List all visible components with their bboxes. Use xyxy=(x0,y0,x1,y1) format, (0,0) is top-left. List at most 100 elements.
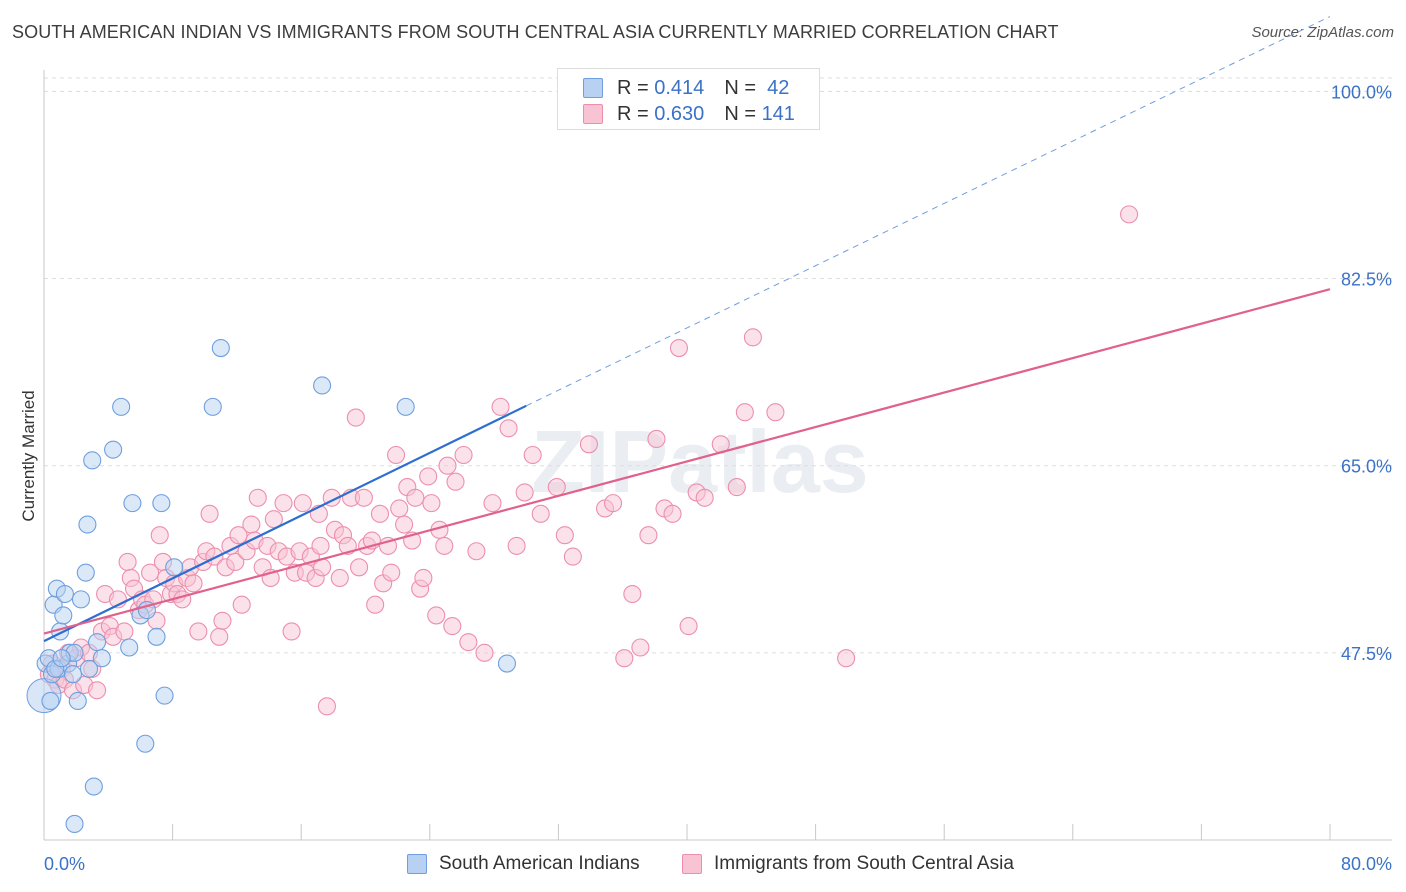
pink-point xyxy=(370,504,390,523)
pink-point xyxy=(531,504,550,523)
blue-point xyxy=(313,376,332,395)
x-tick-label: 80.0% xyxy=(1341,854,1392,874)
blue-point xyxy=(211,339,230,358)
blue-series-points xyxy=(26,339,517,834)
n-value: 42 xyxy=(767,76,790,99)
pink-point xyxy=(837,649,856,668)
pink-point xyxy=(547,478,566,497)
pink-point xyxy=(459,633,478,652)
pink-point xyxy=(419,467,438,486)
pink-point xyxy=(515,483,534,502)
pink-point xyxy=(735,403,754,422)
tick-labels: 47.5% 65.0% 82.5% 100.0% 0.0% 80.0% xyxy=(44,82,1392,874)
n-label: N = xyxy=(724,76,756,99)
pink-point xyxy=(475,643,494,662)
blue-point xyxy=(87,633,107,652)
pink-point xyxy=(766,403,785,422)
pink-point xyxy=(346,408,365,427)
trend-lines xyxy=(43,16,1331,643)
blue-point xyxy=(92,649,111,668)
pink-point xyxy=(150,526,169,545)
pink-point xyxy=(443,617,462,636)
pink-point xyxy=(467,542,486,561)
pink-point xyxy=(555,526,574,545)
pink-point xyxy=(115,622,134,641)
x-tick-label: 0.0% xyxy=(44,854,85,874)
source-label: Source: ZipAtlas.com xyxy=(1251,24,1394,41)
pink-point xyxy=(422,494,441,513)
blue-point xyxy=(79,659,99,678)
blue-point xyxy=(112,397,131,416)
pink-point xyxy=(264,510,283,529)
blue-point xyxy=(147,627,166,646)
pink-point xyxy=(213,611,232,630)
blue-point xyxy=(65,814,84,834)
pink-series-points xyxy=(39,205,1139,716)
pink-point xyxy=(483,494,502,513)
stats-legend: R = 0.414 N = 42 R = 0.630 N = 141 xyxy=(557,68,820,130)
pink-point xyxy=(311,536,330,555)
blue-point xyxy=(84,777,103,796)
blue-point xyxy=(120,638,139,657)
n-label: N = xyxy=(724,102,756,125)
y-tick-label: 47.5% xyxy=(1341,644,1392,664)
y-tick-label: 65.0% xyxy=(1341,457,1392,477)
pink-point xyxy=(229,526,248,545)
pink-swatch xyxy=(583,104,603,124)
pink-point xyxy=(330,568,349,588)
pink-point xyxy=(395,515,414,534)
pink-point xyxy=(615,649,634,668)
pink-point xyxy=(623,584,642,604)
pink-swatch xyxy=(682,854,702,874)
blue-point xyxy=(76,563,95,582)
pink-point xyxy=(438,456,457,475)
pink-point xyxy=(414,568,433,588)
pink-point xyxy=(248,488,267,507)
pink-point xyxy=(679,617,698,636)
pink-point xyxy=(669,339,689,358)
blue-point xyxy=(63,665,82,684)
blue-point xyxy=(396,397,415,416)
stats-row-blue: R = 0.414 N = 42 xyxy=(583,75,789,101)
gridlines xyxy=(44,77,1392,654)
pink-point xyxy=(390,499,409,518)
r-label: R = xyxy=(617,76,649,99)
pink-point xyxy=(604,494,623,513)
blue-swatch xyxy=(583,78,603,98)
pink-point xyxy=(406,488,425,507)
blue-point xyxy=(52,649,71,668)
pink-point xyxy=(87,681,107,700)
blue-point xyxy=(83,451,102,470)
pink-point xyxy=(282,622,301,641)
stats-row-pink: R = 0.630 N = 141 xyxy=(583,101,795,127)
pink-point xyxy=(427,606,446,625)
legend-item-pink: Immigrants from South Central Asia xyxy=(682,850,1014,878)
blue-point xyxy=(123,494,142,513)
pink-point xyxy=(663,504,682,523)
pink-point xyxy=(350,558,369,577)
pink-point xyxy=(695,488,714,507)
legend-item-blue: South American Indians xyxy=(407,850,640,878)
pink-point xyxy=(173,590,192,609)
y-tick-label: 100.0% xyxy=(1331,82,1392,102)
pink-point xyxy=(210,627,229,646)
pink-point xyxy=(242,515,261,534)
blue-point xyxy=(152,494,171,513)
pink-point xyxy=(189,622,208,641)
blue-point xyxy=(136,734,155,753)
pink-point xyxy=(141,563,160,582)
r-label: R = xyxy=(617,102,649,125)
blue-point xyxy=(54,606,73,625)
blue-point xyxy=(165,558,184,577)
blue-point xyxy=(55,584,74,604)
pink-point xyxy=(274,494,293,513)
y-tick-label: 82.5% xyxy=(1341,270,1392,290)
pink-point xyxy=(184,574,203,593)
pink-point xyxy=(563,547,582,566)
pink-point xyxy=(507,536,526,555)
pink-point xyxy=(499,419,518,438)
n-value: 141 xyxy=(761,102,795,125)
r-value: 0.414 xyxy=(654,76,705,99)
legend-label: South American Indians xyxy=(439,853,640,874)
